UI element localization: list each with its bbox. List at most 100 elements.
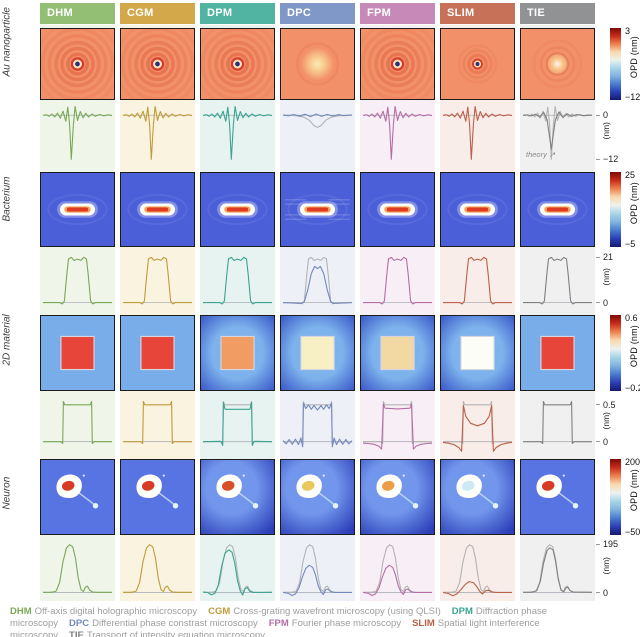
column-header-slim: SLIM bbox=[440, 3, 515, 24]
colorbar-neuron bbox=[610, 459, 621, 535]
colorbar-max-material2d: 0.6 bbox=[625, 313, 638, 323]
colorbar-bacterium bbox=[610, 172, 621, 247]
profile-bacterium-dpm bbox=[200, 249, 275, 311]
panel-nanoparticle-fpm bbox=[360, 28, 435, 100]
colorbar-max-nanoparticle: 3 bbox=[625, 26, 631, 36]
profile-neuron-dpm bbox=[200, 537, 275, 600]
profile-material2d-fpm bbox=[360, 393, 435, 455]
profile-material2d-slim bbox=[440, 393, 515, 455]
legend-abbr-dpc: DPC bbox=[69, 618, 90, 629]
panel-material2d-slim bbox=[440, 315, 515, 391]
profile-tick-neuron: 195 bbox=[596, 539, 618, 549]
panel-neuron-cgm bbox=[120, 459, 195, 535]
profile-axis-unit-material2d: (nm) bbox=[601, 412, 611, 430]
column-header-cgm: CGM bbox=[120, 3, 195, 24]
profile-tick-neuron: 0 bbox=[596, 588, 608, 598]
colorbar-label-neuron: OPD (nm) bbox=[629, 469, 639, 512]
profile-material2d-dpm bbox=[200, 393, 275, 455]
colorbar-label-material2d: OPD (nm) bbox=[629, 325, 639, 368]
legend-text-dpm: Diffraction phase microscopy bbox=[10, 606, 548, 629]
panel-bacterium-cgm bbox=[120, 172, 195, 247]
profile-material2d-tie bbox=[520, 393, 595, 455]
legend-abbr-dhm: DHM bbox=[10, 606, 32, 617]
column-header-dpm: DPM bbox=[200, 3, 275, 24]
profile-neuron-cgm bbox=[120, 537, 195, 600]
colorbar-min-bacterium: −5 bbox=[625, 239, 636, 249]
row-label-2d-material: 2D material bbox=[1, 314, 13, 366]
profile-neuron-fpm bbox=[360, 537, 435, 600]
legend-entry-fpm: FPM Fourier phase microscopy bbox=[269, 618, 401, 629]
legend-entry-dhm: DHM Off-axis digital holographic microsco… bbox=[10, 606, 197, 617]
profile-bacterium-cgm bbox=[120, 249, 195, 311]
panel-bacterium-fpm bbox=[360, 172, 435, 247]
legend-text-slim: Spatial light interference microscopy bbox=[10, 618, 540, 637]
panel-nanoparticle-slim bbox=[440, 28, 515, 100]
legend-abbr-fpm: FPM bbox=[268, 618, 289, 629]
panel-neuron-dpm bbox=[200, 459, 275, 535]
colorbar-nanoparticle bbox=[610, 28, 621, 100]
panel-nanoparticle-dhm bbox=[40, 28, 115, 100]
profile-nanoparticle-dpm bbox=[200, 102, 275, 166]
panel-material2d-fpm bbox=[360, 315, 435, 391]
panel-bacterium-slim bbox=[440, 172, 515, 247]
profile-tick-nanoparticle: 0 bbox=[596, 110, 608, 120]
profile-nanoparticle-fpm bbox=[360, 102, 435, 166]
profile-bacterium-slim bbox=[440, 249, 515, 311]
panel-neuron-fpm bbox=[360, 459, 435, 535]
panel-nanoparticle-dpm bbox=[200, 28, 275, 100]
panel-neuron-dpc bbox=[280, 459, 355, 535]
legend-entry-dpm: DPM Diffraction phase microscopy bbox=[10, 606, 547, 629]
legend-abbr-dpm: DPM bbox=[451, 606, 473, 617]
profile-axis-unit-nanoparticle: (nm) bbox=[601, 122, 611, 140]
panel-nanoparticle-tie bbox=[520, 28, 595, 100]
profile-axis-unit-neuron: (nm) bbox=[601, 556, 611, 574]
profile-nanoparticle-dhm bbox=[40, 102, 115, 166]
profile-axis-unit-bacterium: (nm) bbox=[601, 268, 611, 286]
colorbar-label-nanoparticle: OPD (nm) bbox=[629, 36, 639, 79]
panel-bacterium-dpm bbox=[200, 172, 275, 247]
panel-bacterium-dpc bbox=[280, 172, 355, 247]
profile-material2d-dhm bbox=[40, 393, 115, 455]
legend-text-cgm: Cross-grating wavefront microscopy (usin… bbox=[233, 606, 441, 617]
profile-tick-material2d: 0 bbox=[596, 437, 608, 447]
legend-entry-dpc: DPC Differential phase constrast microsco… bbox=[69, 618, 258, 629]
profile-material2d-dpc bbox=[280, 393, 355, 455]
profile-bacterium-dhm bbox=[40, 249, 115, 311]
profile-nanoparticle-dpc bbox=[280, 102, 355, 166]
panel-material2d-dhm bbox=[40, 315, 115, 391]
panel-material2d-cgm bbox=[120, 315, 195, 391]
legend-entry-cgm: CGM Cross-grating wavefront microscopy (u… bbox=[208, 606, 441, 617]
colorbar-min-material2d: −0.2 bbox=[625, 383, 640, 393]
profile-neuron-dpc bbox=[280, 537, 355, 600]
legend-text-fpm: Fourier phase microscopy bbox=[291, 618, 402, 629]
column-header-dhm: DHM bbox=[40, 3, 115, 24]
profile-nanoparticle-tie bbox=[520, 102, 595, 166]
colorbar-max-bacterium: 25 bbox=[625, 170, 636, 180]
colorbar-label-bacterium: OPD (nm) bbox=[629, 181, 639, 224]
profile-tick-nanoparticle: −12 bbox=[596, 154, 618, 164]
colorbar-material2d bbox=[610, 315, 621, 391]
panel-neuron-dhm bbox=[40, 459, 115, 535]
column-header-fpm: FPM bbox=[360, 3, 435, 24]
profile-neuron-tie bbox=[520, 537, 595, 600]
colorbar-max-neuron: 200 bbox=[625, 457, 640, 467]
panel-bacterium-tie bbox=[520, 172, 595, 247]
profile-bacterium-tie bbox=[520, 249, 595, 311]
panel-nanoparticle-dpc bbox=[280, 28, 355, 100]
panel-bacterium-dhm bbox=[40, 172, 115, 247]
column-header-tie: TIE bbox=[520, 3, 595, 24]
profile-tick-material2d: 0.5 bbox=[596, 400, 616, 410]
profile-bacterium-dpc bbox=[280, 249, 355, 311]
legend-abbr-tie: TIE bbox=[69, 630, 84, 637]
profile-tick-bacterium: 0 bbox=[596, 298, 608, 308]
profile-neuron-slim bbox=[440, 537, 515, 600]
profile-nanoparticle-slim bbox=[440, 102, 515, 166]
technique-legend: DHM Off-axis digital holographic microsco… bbox=[10, 606, 626, 637]
profile-neuron-dhm bbox=[40, 537, 115, 600]
panel-material2d-dpc bbox=[280, 315, 355, 391]
panel-material2d-dpm bbox=[200, 315, 275, 391]
theory-annotation: theory ↗ bbox=[526, 150, 556, 159]
legend-text-dhm: Off-axis digital holographic microscopy bbox=[34, 606, 198, 617]
legend-text-dpc: Differential phase constrast microscopy bbox=[92, 618, 258, 629]
